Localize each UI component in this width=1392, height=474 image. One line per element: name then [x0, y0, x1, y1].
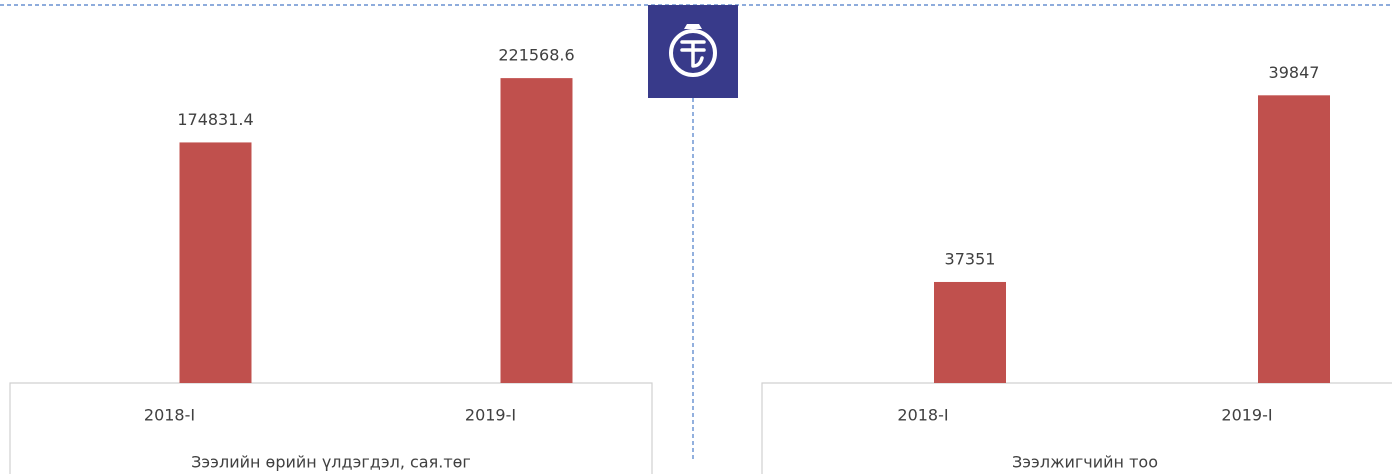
- axis-title: Зээлийн өрийн үлдэгдэл, сая.төг: [191, 453, 471, 472]
- x-tick-label: 2018-I: [144, 406, 195, 425]
- logo: [648, 5, 738, 98]
- left-axis-box: [9, 382, 653, 474]
- right-axis-box: [761, 382, 1392, 474]
- data-label: 221568.6: [498, 46, 574, 65]
- axis-title: Зээлжигчийн тоо: [1012, 453, 1158, 472]
- bar: [179, 142, 252, 383]
- data-label: 39847: [1269, 63, 1320, 82]
- data-label: 37351: [945, 249, 996, 268]
- x-tick-label: 2018-I: [897, 406, 948, 425]
- x-tick-label: 2019-I: [1221, 406, 1272, 425]
- data-label: 174831.4: [177, 110, 253, 129]
- x-tick-label: 2019-I: [465, 406, 516, 425]
- bar: [1258, 95, 1330, 383]
- bar: [934, 281, 1006, 383]
- bar: [500, 78, 573, 383]
